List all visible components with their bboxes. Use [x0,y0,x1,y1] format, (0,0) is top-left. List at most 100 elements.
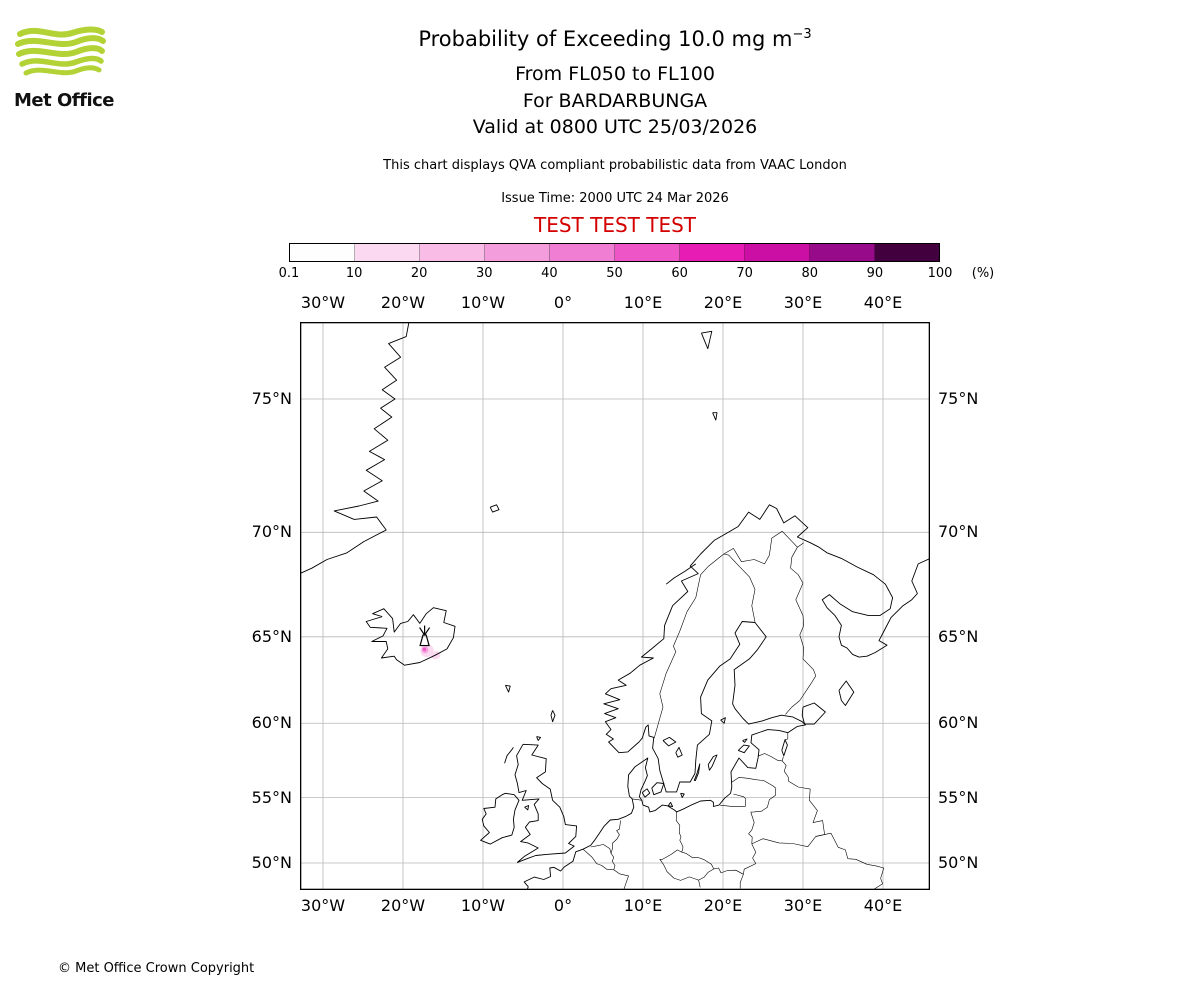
met-office-logo-text: Met Office [14,90,115,111]
lon-tick-label-top: 20°E [703,293,743,312]
lat-tick-label-left: 70°N [251,522,292,542]
volcano-icon [419,625,431,647]
colorbar-tick-label: 60 [671,266,688,281]
colorbar-tick-label: 100 [927,266,953,281]
lon-tick-label-top: 20°W [380,293,426,312]
border-path [723,553,756,622]
subtitle-volcano: For BARDARBUNGA [522,90,708,112]
lat-tick-label-right: 50°N [938,853,979,873]
lat-tick-label-left: 65°N [251,626,292,646]
colorbar-segment [680,244,745,261]
probability-colorbar [289,243,940,262]
coastline-path [489,504,500,513]
border-path [610,853,629,890]
coastline-path [504,684,511,693]
lon-tick-label-bottom: 10°W [460,896,506,915]
colorbar-tick-label: 10 [345,266,363,281]
border-path [743,843,757,875]
lon-tick-label-bottom: 40°E [863,896,903,915]
border-path [713,867,744,875]
border-path [610,820,621,854]
map [300,322,930,890]
met-office-logo-icon [15,26,106,76]
border-path [739,874,744,889]
colorbar-unit-label: (%) [971,266,995,281]
lon-tick-label-top: 0° [553,293,573,312]
lon-tick-label-top: 30°E [783,293,823,312]
coastline-path [781,739,788,757]
page-title-text: Probability of Exceeding 10.0 mg m [418,27,793,51]
lat-tick-label-right: 65°N [938,626,979,646]
colorbar-segment [420,244,485,261]
colorbar-tick-label: 40 [541,266,558,281]
colorbar-segment [290,244,355,261]
issue-time: Issue Time: 2000 UTC 24 Mar 2026 [501,191,729,206]
border-path [675,811,684,853]
colorbar-segment [355,244,420,261]
lat-tick-label-left: 50°N [251,853,292,873]
colorbar-segment [550,244,615,261]
lon-tick-label-top: 10°E [623,293,663,312]
lon-tick-label-bottom: 10°E [623,896,663,915]
map-frame [300,322,930,890]
border-path [781,756,784,761]
coastline-path [801,702,826,725]
coastline-path [536,736,542,741]
colorbar-tick-label: 30 [476,266,493,281]
border-path [723,530,804,565]
colorbar-tick-label: 50 [606,266,623,281]
border-path [784,732,789,740]
coastline-path [300,322,410,575]
coastline-path [700,330,713,350]
coastline-path [523,504,930,890]
border-path [751,836,817,847]
border-path [673,876,699,881]
border-path [659,849,682,879]
border-path [733,793,747,807]
border-path [698,880,701,888]
coastline-path [720,717,726,724]
coastline-path [667,801,674,807]
coastline-path [514,743,578,863]
coastline-path [712,412,718,421]
lon-tick-label-bottom: 30°W [300,896,346,915]
colorbar-tick-label: 80 [801,266,819,281]
coastline-path [524,805,530,811]
border-path [590,844,612,854]
colorbar-tick-label: 70 [736,266,753,281]
ash-contour-50pct [422,647,427,651]
border-path [681,851,715,870]
border-path [720,804,746,807]
coastline-path [480,792,520,845]
border-path [653,553,724,739]
colorbar-segment [810,244,875,261]
colorbar-tick-label: 90 [866,266,884,281]
coastline-path [641,788,651,798]
lat-tick-label-left: 75°N [251,389,292,408]
lat-tick-label-left: 55°N [251,787,292,807]
subtitle-flight-levels: From FL050 to FL100 [515,63,715,85]
coastline-path [675,746,683,758]
coastline-path [693,763,701,782]
coastline-path [737,744,750,754]
colorbar-segment [745,244,810,261]
border-path [788,781,825,837]
colorbar-segment [615,244,680,261]
border-path [698,868,714,881]
coastline-path [662,736,677,747]
lon-tick-label-top: 10°W [460,293,506,312]
border-path [632,798,642,801]
test-banner: TEST TEST TEST [533,213,696,237]
coastline-path [680,792,685,798]
lon-tick-label-bottom: 20°E [703,896,743,915]
lon-tick-label-bottom: 0° [553,896,573,915]
colorbar-segment [485,244,550,261]
coastline-path [665,563,697,585]
chart-header: Probability of Exceeding 10.0 mg m−3 Fro… [300,0,930,240]
lat-tick-label-right: 75°N [938,389,979,408]
border-path [781,760,789,782]
grid-lines [300,322,930,890]
subtitle-valid-time: Valid at 0800 UTC 25/03/2026 [472,116,758,138]
copyright-note: © Met Office Crown Copyright [58,961,255,976]
